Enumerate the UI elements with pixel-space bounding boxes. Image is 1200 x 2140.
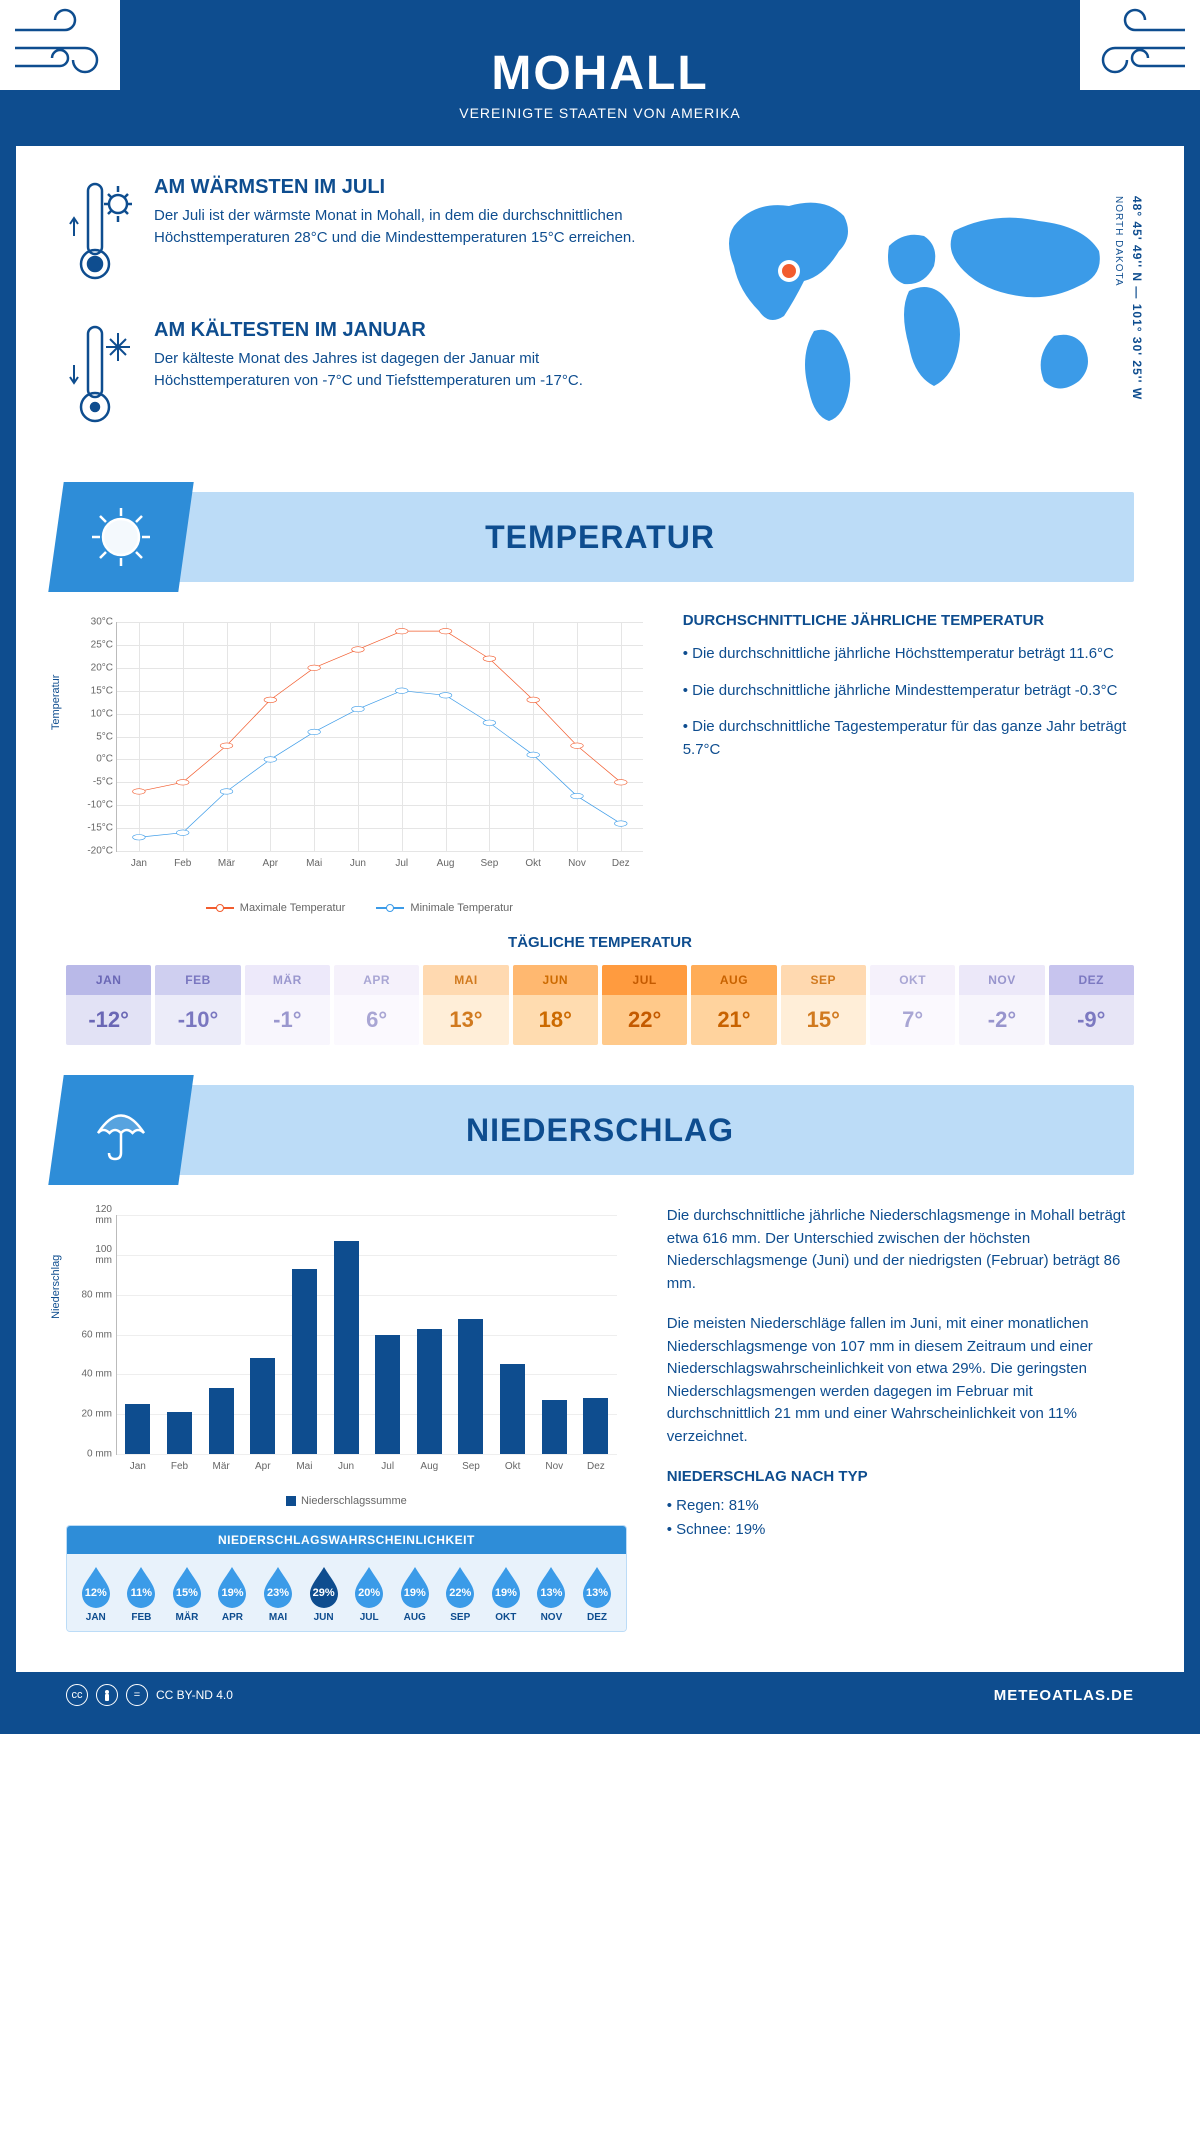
sun-icon [48, 482, 193, 592]
prob-cell: 13%NOV [529, 1564, 575, 1623]
wind-icon [1080, 0, 1200, 90]
chart-legend: Maximale Temperatur Minimale Temperatur [66, 902, 653, 914]
bar-legend: Niederschlagssumme [66, 1495, 627, 1507]
temp-cell: MÄR-1° [245, 965, 330, 1045]
temp-cell: JUL22° [602, 965, 687, 1045]
cc-icon: cc [66, 1684, 88, 1706]
temp-info-bullet: • Die durchschnittliche Tagestemperatur … [683, 716, 1134, 761]
site-name: METEOATLAS.DE [994, 1687, 1134, 1704]
coldest-title: AM KÄLTESTEN IM JANUAR [154, 319, 664, 342]
temperature-chart: Temperatur -20°C-15°C-10°C-5°C0°C5°C10°C… [66, 612, 653, 914]
thermometer-cold-icon [66, 319, 136, 434]
temp-cell: JUN18° [513, 965, 598, 1045]
temp-cell: MAI13° [423, 965, 508, 1045]
y-axis-label: Niederschlag [50, 1255, 62, 1319]
state-label: NORTH DAKOTA [1113, 196, 1124, 287]
precip-type-heading: NIEDERSCHLAG NACH TYP [667, 1466, 1134, 1489]
temp-cell: SEP15° [781, 965, 866, 1045]
prob-cell: 22%SEP [438, 1564, 484, 1623]
temp-cell: JAN-12° [66, 965, 151, 1045]
intro-section: AM WÄRMSTEN IM JULI Der Juli ist der wär… [16, 146, 1184, 482]
by-icon [96, 1684, 118, 1706]
daily-heading: TÄGLICHE TEMPERATUR [66, 934, 1134, 951]
prob-cell: 23%MAI [255, 1564, 301, 1623]
temp-cell: NOV-2° [959, 965, 1044, 1045]
temperature-info: DURCHSCHNITTLICHE JÄHRLICHE TEMPERATUR •… [683, 612, 1134, 914]
precip-type-item: • Regen: 81% [667, 1495, 1134, 1518]
warmest-text: Der Juli ist der wärmste Monat in Mohall… [154, 205, 664, 249]
world-map-svg [694, 176, 1134, 436]
temp-cell: FEB-10° [155, 965, 240, 1045]
temp-info-bullet: • Die durchschnittliche jährliche Mindes… [683, 680, 1134, 703]
precipitation-chart: Niederschlag 0 mm20 mm40 mm60 mm80 mm100… [66, 1205, 627, 1485]
temp-info-heading: DURCHSCHNITTLICHE JÄHRLICHE TEMPERATUR [683, 612, 1134, 629]
bar-legend-label: Niederschlagssumme [301, 1495, 407, 1507]
prob-cell: 20%JUL [346, 1564, 392, 1623]
precipitation-banner: NIEDERSCHLAG [66, 1085, 1134, 1175]
legend-min-label: Minimale Temperatur [410, 902, 513, 914]
precipitation-info: Die durchschnittliche jährliche Niedersc… [667, 1205, 1134, 1632]
precip-para: Die durchschnittliche jährliche Niedersc… [667, 1205, 1134, 1295]
temp-info-bullet: • Die durchschnittliche jährliche Höchst… [683, 643, 1134, 666]
prob-heading: NIEDERSCHLAGSWAHRSCHEINLICHKEIT [67, 1526, 626, 1554]
prob-cell: 19%AUG [392, 1564, 438, 1623]
prob-cell: 12%JAN [73, 1564, 119, 1623]
prob-cell: 13%DEZ [574, 1564, 620, 1623]
temp-cell: AUG21° [691, 965, 776, 1045]
temp-cell: APR6° [334, 965, 419, 1045]
world-map: 48° 45' 49'' N — 101° 30' 25'' W NORTH D… [694, 176, 1134, 462]
wind-icon [0, 0, 120, 90]
section-title: TEMPERATUR [485, 519, 715, 556]
temperature-banner: TEMPERATUR [66, 492, 1134, 582]
warmest-block: AM WÄRMSTEN IM JULI Der Juli ist der wär… [66, 176, 664, 291]
prob-cell: 29%JUN [301, 1564, 347, 1623]
coldest-text: Der kälteste Monat des Jahres ist dagege… [154, 348, 664, 392]
thermometer-hot-icon [66, 176, 136, 291]
prob-cell: 19%APR [210, 1564, 256, 1623]
footer: cc = CC BY-ND 4.0 METEOATLAS.DE [16, 1672, 1184, 1718]
coordinates: 48° 45' 49'' N — 101° 30' 25'' W [1130, 196, 1144, 400]
precip-para: Die meisten Niederschläge fallen im Juni… [667, 1313, 1134, 1448]
section-title: NIEDERSCHLAG [466, 1112, 734, 1149]
coldest-block: AM KÄLTESTEN IM JANUAR Der kälteste Mona… [66, 319, 664, 434]
prob-cell: 19%OKT [483, 1564, 529, 1623]
nd-icon: = [126, 1684, 148, 1706]
daily-temperature: TÄGLICHE TEMPERATUR JAN-12°FEB-10°MÄR-1°… [16, 934, 1184, 1075]
legend-max-label: Maximale Temperatur [240, 902, 346, 914]
warmest-title: AM WÄRMSTEN IM JULI [154, 176, 664, 199]
y-axis-label: Temperatur [50, 675, 62, 731]
temp-cell: DEZ-9° [1049, 965, 1134, 1045]
probability-box: NIEDERSCHLAGSWAHRSCHEINLICHKEIT 12%JAN11… [66, 1525, 627, 1632]
precip-type-item: • Schnee: 19% [667, 1519, 1134, 1542]
temp-cell: OKT7° [870, 965, 955, 1045]
prob-cell: 15%MÄR [164, 1564, 210, 1623]
page-title: MOHALL [36, 46, 1164, 101]
umbrella-icon [48, 1075, 193, 1185]
license-label: CC BY-ND 4.0 [156, 1688, 233, 1702]
header: MOHALL VEREINIGTE STAATEN VON AMERIKA [16, 16, 1184, 146]
page-subtitle: VEREINIGTE STAATEN VON AMERIKA [36, 105, 1164, 121]
prob-cell: 11%FEB [119, 1564, 165, 1623]
